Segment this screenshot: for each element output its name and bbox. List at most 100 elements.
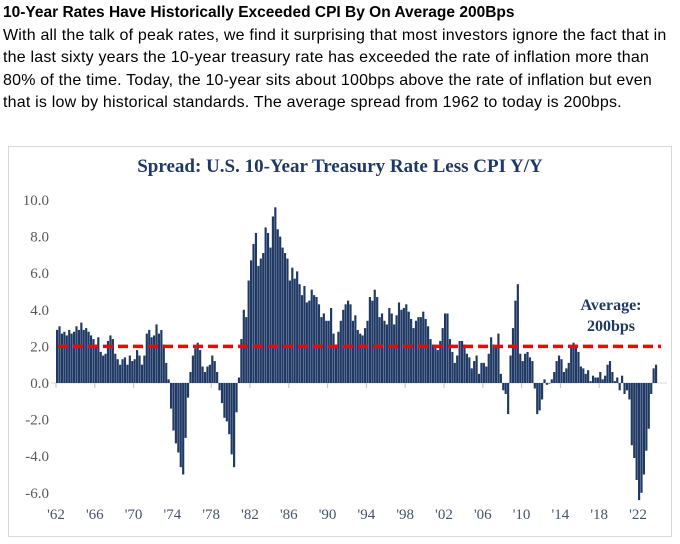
x-axis-label: '82 bbox=[241, 507, 259, 523]
spread-bar bbox=[237, 377, 241, 383]
x-axis-label: '14 bbox=[552, 507, 570, 523]
spread-bar bbox=[228, 383, 231, 435]
spread-bar bbox=[303, 286, 306, 383]
y-axis-label: -2.0 bbox=[25, 413, 49, 429]
spread-bar bbox=[240, 339, 243, 383]
spread-bar bbox=[136, 350, 139, 383]
spread-bar bbox=[531, 361, 534, 383]
spread-bar bbox=[497, 333, 500, 383]
spread-bar bbox=[123, 357, 127, 383]
spread-bar bbox=[279, 236, 282, 383]
spread-bar bbox=[223, 383, 226, 418]
spread-bar bbox=[262, 253, 265, 383]
spread-bar bbox=[460, 340, 464, 383]
spread-bar bbox=[177, 383, 180, 453]
spread-bar bbox=[654, 364, 658, 383]
spread-bar bbox=[397, 302, 401, 383]
spread-bar bbox=[182, 383, 185, 475]
spread-bar bbox=[354, 315, 357, 383]
spread-bar bbox=[633, 383, 636, 459]
spread-bar bbox=[628, 383, 631, 400]
spread-bar bbox=[502, 383, 505, 391]
spread-bar bbox=[220, 383, 224, 404]
spread-bar bbox=[536, 383, 539, 415]
spread-bar bbox=[317, 304, 321, 383]
spread-bar bbox=[126, 364, 129, 383]
spread-bar bbox=[334, 344, 338, 383]
spread-bar bbox=[630, 383, 633, 446]
spread-bar bbox=[431, 344, 435, 383]
spread-bar bbox=[58, 326, 61, 383]
spread-bar bbox=[579, 366, 582, 383]
spread-bar bbox=[153, 335, 156, 383]
spread-bar bbox=[596, 377, 599, 383]
spread-bar bbox=[560, 359, 563, 383]
spread-bar bbox=[257, 265, 260, 383]
spread-bar bbox=[211, 355, 214, 383]
spread-bar bbox=[538, 383, 541, 411]
spread-bar bbox=[72, 331, 76, 383]
spread-bar bbox=[482, 362, 485, 383]
spread-bar bbox=[288, 280, 291, 383]
x-axis-label: '02 bbox=[435, 507, 453, 523]
spread-bar bbox=[507, 383, 510, 415]
spread-bar bbox=[366, 320, 369, 383]
spread-bar bbox=[99, 351, 102, 383]
spread-bar bbox=[524, 353, 527, 383]
spread-bar bbox=[494, 346, 498, 383]
spread-bar bbox=[157, 333, 161, 383]
average-annotation-line1: Average: bbox=[580, 297, 642, 314]
spread-bar bbox=[465, 353, 468, 383]
spread-bar bbox=[604, 375, 607, 383]
spread-bar bbox=[89, 335, 93, 383]
spread-bar bbox=[225, 383, 228, 422]
spread-bar bbox=[230, 383, 233, 455]
spread-bar bbox=[106, 340, 110, 383]
spread-bar bbox=[427, 326, 430, 383]
spread-bar bbox=[325, 320, 328, 383]
spread-bar bbox=[109, 335, 112, 383]
spread-bar bbox=[647, 383, 650, 429]
spread-bar bbox=[194, 348, 197, 383]
spread-bar bbox=[451, 351, 454, 383]
x-axis-label: '78 bbox=[202, 507, 220, 523]
x-axis-label: '62 bbox=[47, 507, 65, 523]
spread-bar bbox=[259, 258, 262, 383]
spread-bar bbox=[339, 320, 342, 383]
spread-bar bbox=[165, 362, 168, 383]
spread-bar bbox=[363, 328, 367, 383]
spread-bar bbox=[439, 340, 442, 383]
spread-bar bbox=[274, 207, 277, 383]
spread-bar bbox=[264, 227, 267, 383]
spread-bar bbox=[625, 383, 629, 391]
spread-bar bbox=[492, 344, 495, 383]
spread-bar bbox=[574, 344, 578, 383]
spread-bar bbox=[344, 304, 347, 383]
spread-bar bbox=[337, 331, 340, 383]
spread-bar bbox=[160, 329, 163, 383]
spread-bar bbox=[446, 313, 449, 383]
spread-bar bbox=[87, 331, 90, 383]
spread-bar bbox=[155, 324, 158, 383]
spread-bar bbox=[594, 377, 597, 383]
spread-bar bbox=[145, 333, 148, 383]
y-axis-label: 0.0 bbox=[30, 376, 49, 392]
spread-bar bbox=[269, 247, 272, 383]
spread-bar bbox=[436, 350, 439, 383]
spread-bar bbox=[441, 328, 444, 383]
spread-bar bbox=[104, 353, 107, 383]
spread-bar bbox=[293, 278, 296, 383]
spread-bar bbox=[111, 339, 114, 383]
spread-bar bbox=[565, 368, 568, 383]
spread-bar bbox=[400, 309, 403, 383]
spread-bar bbox=[77, 329, 80, 383]
spread-bar bbox=[490, 337, 493, 383]
spread-bar bbox=[97, 337, 100, 383]
spread-bar bbox=[131, 361, 134, 383]
spread-bar bbox=[577, 351, 580, 383]
spread-bar bbox=[300, 295, 304, 383]
chart-title: Spread: U.S. 10-Year Treasury Rate Less … bbox=[137, 156, 543, 177]
spread-bar bbox=[528, 357, 532, 383]
spread-bar bbox=[390, 313, 393, 383]
spread-bar bbox=[650, 383, 653, 394]
